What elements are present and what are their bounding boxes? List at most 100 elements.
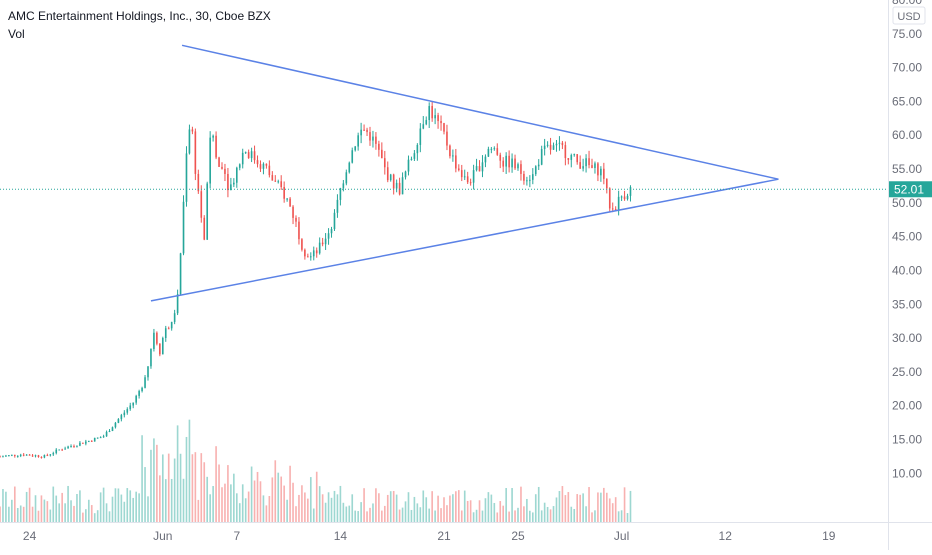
- volume-bar: [617, 511, 620, 522]
- candle-body: [200, 191, 203, 218]
- candle-body: [490, 148, 493, 150]
- volume-bar: [345, 506, 348, 522]
- volume-bar: [197, 499, 200, 522]
- x-tick-label: 19: [822, 529, 836, 543]
- candle-body: [87, 440, 90, 442]
- volume-bar: [235, 493, 238, 522]
- chart-header: AMC Entertainment Holdings, Inc., 30, Cb…: [8, 8, 271, 42]
- volume-bar: [520, 486, 522, 522]
- volume-bar: [286, 499, 288, 522]
- candle-body: [395, 182, 398, 189]
- candle-body: [603, 168, 605, 179]
- candle-body: [16, 455, 19, 457]
- volume-bar: [256, 471, 259, 522]
- candle-body: [159, 343, 161, 355]
- volume-bar: [481, 510, 484, 522]
- volume-bar: [327, 492, 330, 522]
- candle-body: [611, 208, 614, 210]
- candle-body: [244, 152, 247, 154]
- candle-body: [31, 455, 34, 457]
- volume-bar: [395, 494, 398, 522]
- candle-body: [176, 294, 179, 314]
- candle-body: [416, 144, 419, 154]
- candle-body: [425, 120, 428, 125]
- candle-body: [336, 199, 339, 213]
- candle-body: [99, 437, 102, 439]
- candle-body: [366, 129, 368, 133]
- volume-bar: [221, 487, 223, 522]
- volume-bar: [594, 510, 596, 522]
- candle-body: [123, 412, 126, 416]
- volume-bar: [460, 510, 463, 522]
- x-tick-label: 12: [719, 529, 733, 543]
- volume-bar: [603, 487, 605, 522]
- volume-bar: [164, 479, 167, 522]
- candle-body: [221, 166, 223, 169]
- y-tick-label: 80.00: [892, 0, 922, 7]
- volume-bar: [70, 500, 72, 522]
- volume-bar: [333, 490, 336, 522]
- volume-bar: [354, 510, 357, 522]
- candle-body: [2, 456, 4, 458]
- volume-bar: [517, 507, 519, 522]
- volume-bar: [215, 446, 217, 522]
- candle-body: [543, 145, 546, 150]
- volume-bar: [301, 485, 303, 522]
- candle-body: [25, 454, 28, 456]
- volume-bar: [357, 511, 359, 522]
- x-tick-label: 7: [233, 529, 240, 543]
- candle-body: [206, 183, 209, 240]
- candle-body: [235, 167, 238, 183]
- volume-bar: [629, 490, 632, 522]
- candle-body: [534, 166, 537, 175]
- candle-body: [274, 180, 277, 182]
- candle-body: [79, 442, 81, 446]
- candle-body: [55, 449, 58, 454]
- volume-bar: [608, 498, 611, 522]
- candle-body: [218, 157, 220, 167]
- candle-body: [224, 168, 226, 174]
- candle-body: [76, 445, 78, 447]
- volume-bar: [318, 486, 321, 522]
- candle-body: [434, 115, 436, 119]
- candle-body: [289, 198, 291, 207]
- volume-bar: [407, 492, 410, 522]
- candle-body: [386, 167, 389, 181]
- volume-bar: [540, 510, 543, 522]
- candle-body: [496, 148, 499, 155]
- volume-bar: [108, 511, 111, 522]
- volume-bar: [315, 471, 318, 522]
- candle-body: [67, 446, 69, 449]
- volume-bar: [96, 510, 99, 522]
- volume-bar: [620, 510, 623, 522]
- volume-bar: [259, 481, 262, 522]
- candle-body: [342, 183, 345, 189]
- volume-bar: [378, 493, 380, 522]
- candle-body: [144, 377, 146, 388]
- volume-bar: [404, 501, 407, 522]
- candle-body: [623, 196, 626, 200]
- candle-body: [333, 212, 336, 230]
- volume-bar: [307, 498, 309, 522]
- volume-bar: [298, 494, 300, 522]
- candle-body: [537, 164, 540, 167]
- candles: [0, 101, 632, 459]
- candle-body: [573, 154, 576, 156]
- volume-bar: [55, 495, 58, 522]
- volume-bar: [147, 496, 149, 522]
- candle-body: [608, 188, 611, 209]
- volume-bar: [144, 467, 146, 522]
- volume-bar: [238, 503, 241, 522]
- y-tick-label: 10.00: [892, 466, 922, 480]
- volume-bar: [321, 494, 324, 522]
- candle-body: [241, 152, 244, 165]
- candle-body: [34, 455, 37, 457]
- candle-body: [132, 402, 135, 406]
- volume-bar: [534, 494, 537, 522]
- volume-bar: [389, 491, 392, 522]
- volume-bar: [283, 485, 285, 522]
- candle-body: [369, 132, 371, 141]
- candle-body: [339, 188, 342, 200]
- chart-title: AMC Entertainment Holdings, Inc., 30, Cb…: [8, 9, 271, 23]
